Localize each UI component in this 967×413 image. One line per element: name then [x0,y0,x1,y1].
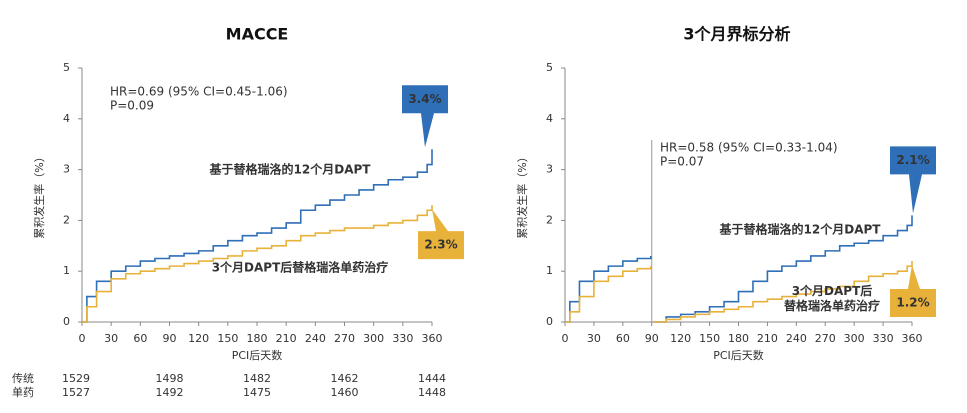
callout-label: 2.1% [896,153,929,167]
series-line [565,215,913,323]
callout-box [890,146,936,214]
x-tick-label: 150 [699,332,720,345]
x-axis-label: PCI后天数 [232,349,283,362]
callout-label: 1.2% [896,296,929,310]
x-tick-label: 240 [786,332,807,345]
risk-count: 1444 [418,372,446,385]
x-tick-label: 150 [217,332,238,345]
x-tick-label: 270 [334,332,355,345]
y-tick-label: 1 [546,264,553,277]
series-label: 3个月DAPT后替格瑞洛单药治疗 [212,260,389,275]
annotation: HR=0.69 (95% CI=0.45-1.06) [110,85,288,99]
y-tick-label: 3 [63,163,70,176]
x-tick-label: 90 [163,332,177,345]
risk-count: 1460 [331,386,359,399]
y-tick-label: 1 [63,264,70,277]
x-tick-label: 30 [104,332,118,345]
risk-count: 1527 [62,386,90,399]
series-line [82,149,433,323]
callout-box [402,85,448,148]
chart-title: 3个月界标分析 [683,25,790,44]
series-label: 基于替格瑞洛的12个月DAPT [719,222,882,237]
x-tick-label: 30 [587,332,601,345]
callout-label: 2.3% [424,238,457,252]
x-tick-label: 360 [902,332,923,345]
x-tick-label: 330 [873,332,894,345]
x-tick-label: 90 [645,332,659,345]
annotation: P=0.09 [110,99,154,113]
risk-count: 1498 [156,372,184,385]
x-axis-label: PCI后天数 [713,349,764,362]
y-tick-label: 2 [546,213,553,226]
risk-count: 1475 [243,386,271,399]
y-tick-label: 0 [63,315,70,328]
y-tick-label: 5 [63,61,70,74]
series-label: 3个月DAPT后替格瑞洛单药治疗 [784,283,880,313]
x-tick-label: 210 [757,332,778,345]
x-tick-label: 210 [276,332,297,345]
callout-box [890,265,936,318]
x-tick-label: 360 [422,332,443,345]
risk-row-label: 传统 [12,372,34,385]
series-line [82,205,433,323]
x-tick-label: 300 [363,332,384,345]
x-tick-label: 120 [670,332,691,345]
x-tick-label: 180 [728,332,749,345]
annotation: P=0.07 [660,155,704,169]
x-tick-label: 180 [247,332,268,345]
y-axis-label: 累积发生率（%） [515,151,529,238]
x-tick-label: 0 [562,332,569,345]
x-tick-label: 270 [815,332,836,345]
chart-title: MACCE [226,25,289,44]
x-tick-label: 120 [188,332,209,345]
y-axis-label: 累积发生率（%） [32,151,46,238]
y-tick-label: 2 [63,213,70,226]
y-tick-label: 5 [546,61,553,74]
callout-box [418,209,464,260]
y-tick-label: 4 [546,112,553,125]
series-label-line: 替格瑞洛单药治疗 [784,298,880,313]
series-label: 基于替格瑞洛的12个月DAPT [209,162,372,177]
x-tick-label: 300 [844,332,865,345]
risk-count: 1462 [331,372,359,385]
risk-count: 1482 [243,372,271,385]
y-tick-label: 3 [546,163,553,176]
risk-count: 1492 [156,386,184,399]
x-tick-label: 60 [616,332,630,345]
risk-row-label: 单药 [12,386,34,399]
x-tick-label: 0 [79,332,86,345]
y-tick-label: 4 [63,112,70,125]
annotation: HR=0.58 (95% CI=0.33-1.04) [660,141,838,155]
x-tick-label: 240 [305,332,326,345]
series-line [565,261,913,323]
x-tick-label: 60 [133,332,147,345]
y-tick-label: 0 [546,315,553,328]
callout-label: 3.4% [408,92,441,106]
series-label-line: 3个月DAPT后 [792,283,873,298]
risk-count: 1448 [418,386,446,399]
risk-count: 1529 [62,372,90,385]
x-tick-label: 330 [392,332,413,345]
